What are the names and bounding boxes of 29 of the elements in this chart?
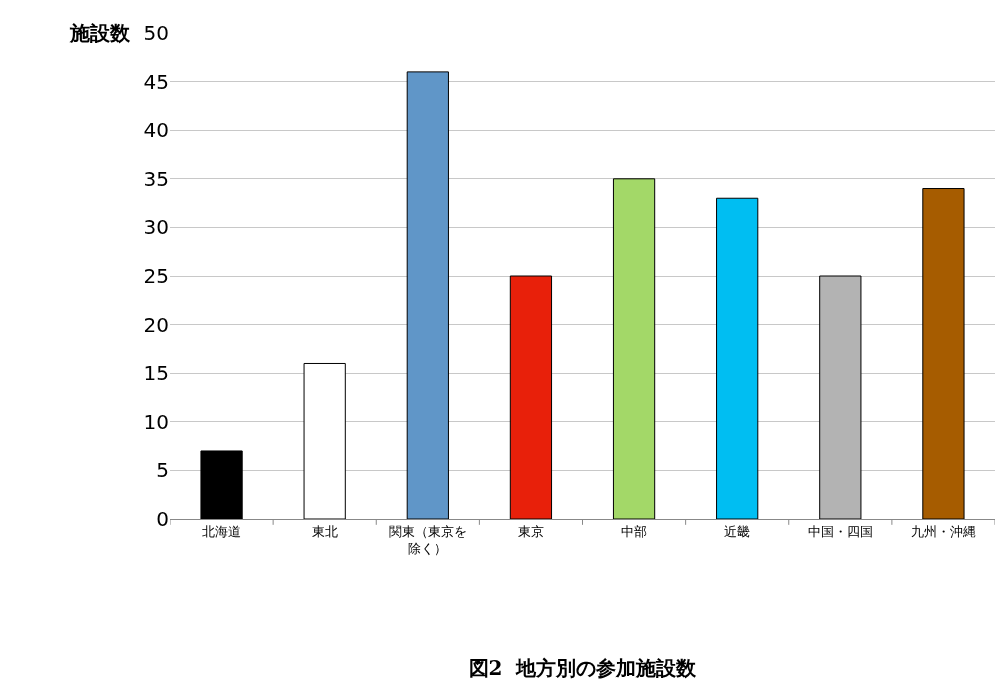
bar xyxy=(819,275,862,519)
x-tick-label: 中国・四国 xyxy=(807,523,873,539)
y-tick-label: 20 xyxy=(143,312,169,337)
bar xyxy=(612,178,656,519)
x-tick-label: 東京 xyxy=(517,523,544,539)
bar xyxy=(509,275,553,519)
bar xyxy=(303,362,346,519)
y-tick-label: 25 xyxy=(143,264,169,288)
x-tick-label: 中部 xyxy=(621,523,648,539)
y-tick-label: 35 xyxy=(143,166,169,191)
y-tick-label: 15 xyxy=(143,361,169,386)
x-tick-label: 近畿 xyxy=(724,523,751,539)
x-tick-label: 北海道 xyxy=(202,523,242,539)
bar xyxy=(922,188,965,519)
x-tick-label: 東北 xyxy=(311,523,338,539)
bar xyxy=(406,71,449,519)
x-tick-label: 九州・沖縄 xyxy=(910,523,976,539)
text: 図2 地方別の参加施設数 xyxy=(468,656,698,680)
y-tick-label: 45 xyxy=(143,69,169,94)
y-tick-label: 10 xyxy=(143,409,169,434)
y-tick-label: 40 xyxy=(143,118,169,143)
y-tick-label: 5 xyxy=(156,458,169,483)
y-tick-label: 50 xyxy=(143,21,169,45)
bar xyxy=(716,197,759,519)
y-tick-label: 30 xyxy=(143,215,169,240)
y-tick-label: 0 xyxy=(156,507,169,531)
y-axis-title: 施設数 xyxy=(69,21,131,45)
bar xyxy=(200,450,243,519)
x-tick-label: 関東（東京を除く） xyxy=(388,523,467,556)
